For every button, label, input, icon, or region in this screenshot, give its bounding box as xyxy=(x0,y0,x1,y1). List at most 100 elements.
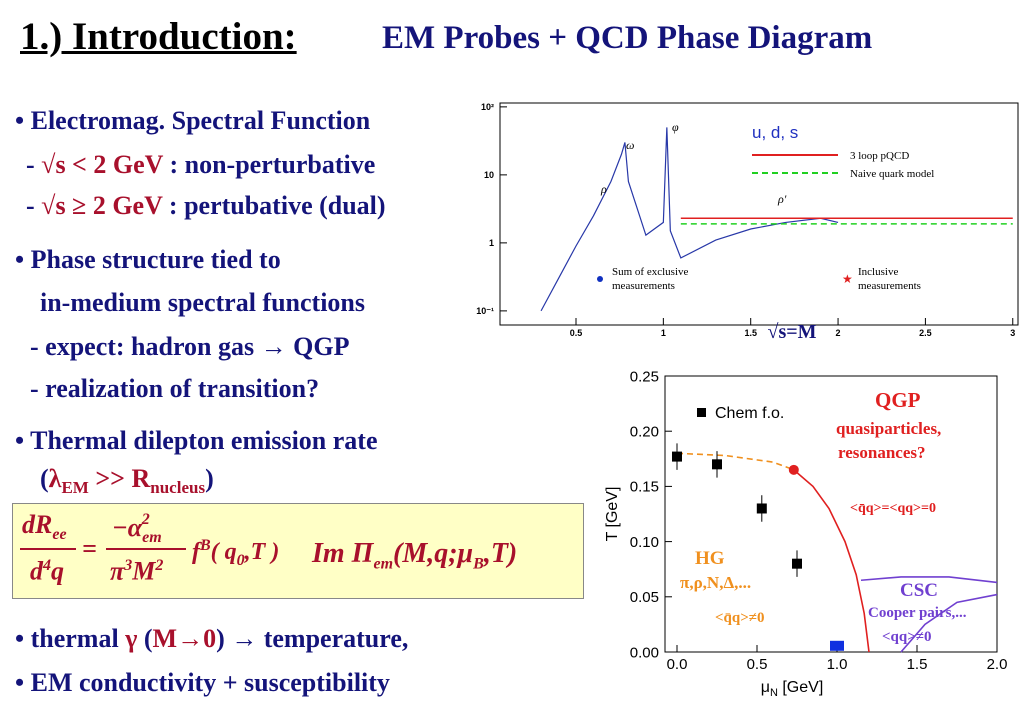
y-tick-label: 0.25 xyxy=(630,368,659,385)
data-point xyxy=(672,451,682,462)
text: B xyxy=(200,537,211,554)
text: ) xyxy=(205,464,214,493)
legend-label: measurements xyxy=(858,280,921,292)
annotation: ρ' xyxy=(777,192,787,206)
annotation: QGP xyxy=(875,388,921,412)
text: ,T ) xyxy=(244,539,280,565)
text: μ xyxy=(761,679,770,696)
phase-curve xyxy=(860,576,998,584)
text: [GeV] xyxy=(778,679,823,696)
text: d xyxy=(30,556,43,586)
x-tick-label: 1 xyxy=(661,328,666,338)
text: 3 xyxy=(124,557,133,574)
text: >> R xyxy=(88,464,151,493)
bullet: • Thermal dilepton emission rate xyxy=(15,426,378,455)
text: M xyxy=(132,556,156,586)
annotation: CSC xyxy=(900,580,938,601)
series-line xyxy=(540,127,839,312)
text: B xyxy=(473,555,484,573)
text: √s < 2 GeV xyxy=(41,150,163,179)
x-tick-label: 0.5 xyxy=(747,656,768,673)
data-point xyxy=(712,459,722,470)
text: √s ≥ 2 GeV xyxy=(41,191,163,220)
fraction-bar xyxy=(20,548,76,550)
x-tick-label: 1.5 xyxy=(744,328,757,338)
legend-label: Inclusive xyxy=(858,266,898,278)
formula-f: fB( q0,T ) xyxy=(192,538,279,569)
square-marker xyxy=(830,640,844,651)
title: 1.) Introduction: xyxy=(20,15,297,58)
text: q xyxy=(51,556,64,586)
text: em xyxy=(142,529,162,547)
annotation: π,ρ,N,Δ,... xyxy=(680,573,751,592)
formula-den: d4q xyxy=(30,558,64,585)
text: 4 xyxy=(43,557,51,574)
x-axis-label: √s=M xyxy=(767,321,816,343)
text: nucleus xyxy=(150,478,206,498)
plot-frame xyxy=(499,102,1019,326)
text: λ xyxy=(48,464,62,493)
phase-curve xyxy=(793,469,870,653)
formula-box xyxy=(12,503,584,599)
legend-marker xyxy=(697,408,706,417)
text: 0 xyxy=(236,551,245,569)
bullet: • thermal γ (M→0) → temperature, xyxy=(15,626,408,652)
text: EM xyxy=(61,478,89,498)
bullet-line: - √s ≥ 2 GeV : pertubative (dual) xyxy=(26,193,386,219)
y-tick-label: 0.15 xyxy=(630,479,659,496)
text: ,T) xyxy=(483,538,518,569)
legend-marker xyxy=(597,276,603,282)
y-tick-label: 0.10 xyxy=(630,534,659,551)
text: N xyxy=(770,687,778,699)
legend-marker: ★ xyxy=(842,272,853,286)
annotation: quasiparticles, xyxy=(836,419,941,438)
x-tick-label: 1.5 xyxy=(907,656,928,673)
data-point xyxy=(756,503,767,514)
text: - xyxy=(26,191,42,220)
x-tick-label: 0.0 xyxy=(667,656,688,673)
formula-im: Im Πem(M,q;μB,T) xyxy=(312,540,517,573)
x-tick-label: 3 xyxy=(1010,328,1015,338)
y-tick-label: 10 xyxy=(484,170,494,180)
x-tick-label: 0.5 xyxy=(570,328,583,338)
subtitle: EM Probes + QCD Phase Diagram xyxy=(382,20,873,56)
formula-num: dRee xyxy=(22,512,67,543)
phase-curve xyxy=(676,452,795,471)
formula-eq: = xyxy=(82,534,97,563)
text: ( xyxy=(137,624,153,653)
bullet-line: - √s < 2 GeV : non-perturbative xyxy=(26,152,375,178)
text: Im Π xyxy=(312,538,374,569)
y-tick-label: 0.20 xyxy=(630,423,659,440)
bullet: • EM conductivity + susceptibility xyxy=(15,668,390,697)
text: γ xyxy=(125,624,138,653)
legend-label: measurements xyxy=(612,280,675,292)
data-point xyxy=(792,558,802,569)
text: −α xyxy=(112,513,143,542)
text: ee xyxy=(52,526,67,544)
text: ) → temperature, xyxy=(216,624,409,653)
y-tick-label: 10⁻¹ xyxy=(476,306,494,316)
annotation: ω xyxy=(626,138,634,152)
text: f xyxy=(192,539,200,565)
annotation: <q̄q>≠0 xyxy=(715,610,765,626)
legend-label: Chem f.o. xyxy=(715,405,784,422)
text: π xyxy=(110,556,125,586)
bullet-line: - expect: hadron gas → QGP xyxy=(30,332,350,361)
annotation: ρ xyxy=(600,182,607,196)
x-tick-label: 2.0 xyxy=(987,656,1008,673)
text: 2 xyxy=(155,557,164,574)
legend-label: Sum of exclusive xyxy=(612,266,688,278)
y-tick-label: 0.05 xyxy=(630,589,659,606)
x-tick-label: 2 xyxy=(836,328,841,338)
text: : non-perturbative xyxy=(162,150,376,179)
bullet: • Electromag. Spectral Function xyxy=(15,106,371,135)
fraction-bar xyxy=(106,548,186,550)
text: 2 xyxy=(141,511,150,528)
text: (M,q;μ xyxy=(393,538,474,569)
legend-label: 3 loop pQCD xyxy=(850,150,909,162)
formula-den2: π3M2 xyxy=(110,558,163,585)
text: ( xyxy=(40,464,49,493)
text: • thermal xyxy=(15,624,126,653)
